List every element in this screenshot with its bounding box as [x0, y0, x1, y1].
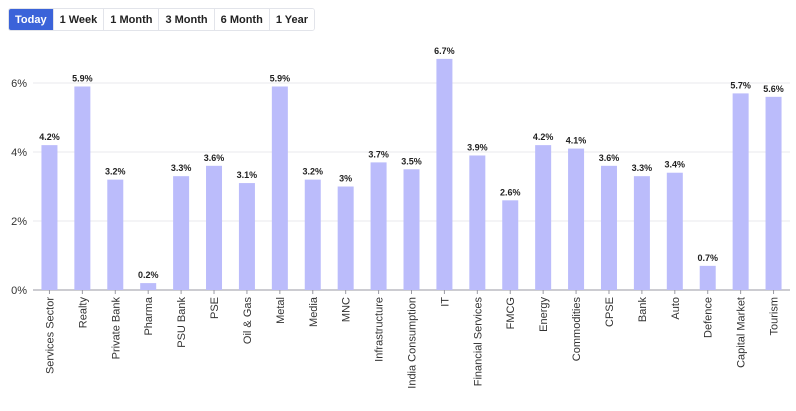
bar-value-label: 5.6%: [763, 84, 784, 94]
x-category-label: Commodities: [571, 297, 583, 362]
tab-1-month[interactable]: 1 Month: [104, 9, 160, 30]
bars: [41, 58, 782, 291]
x-category-label: Private Bank: [110, 297, 122, 360]
y-tick-label: 2%: [11, 216, 27, 228]
x-category-label: Capital Market: [736, 297, 748, 368]
bar[interactable]: [74, 86, 91, 290]
bar[interactable]: [666, 172, 683, 290]
x-category-label: Financial Services: [472, 297, 484, 387]
y-axis: 0% 2% 4% 6%: [11, 78, 27, 297]
bar-value-label: 3.6%: [204, 153, 225, 163]
bar[interactable]: [206, 165, 223, 290]
bar-value-label: 4.2%: [533, 132, 554, 142]
bar-value-label: 3.4%: [665, 160, 686, 170]
bar[interactable]: [403, 169, 420, 290]
bar-value-label: 3%: [339, 174, 352, 184]
x-category-label: MNC: [341, 297, 353, 322]
bar[interactable]: [238, 183, 255, 290]
bar-value-label: 5.9%: [72, 73, 93, 83]
x-category-label: Oil & Gas: [242, 297, 254, 345]
x-category-label: Metal: [275, 297, 287, 324]
value-labels: 4.2% 5.9% 3.2% 0.2% 3.3% 3.6% 3.1% 5.9% 3.2% 3% 3.…: [39, 46, 784, 280]
bar[interactable]: [107, 179, 124, 290]
bar-value-label: 5.7%: [730, 80, 751, 90]
bar-value-label: 3.1%: [237, 170, 258, 180]
bar[interactable]: [173, 176, 190, 290]
tab-6-month[interactable]: 6 Month: [214, 9, 270, 30]
tab-today[interactable]: Today: [9, 9, 54, 30]
bar[interactable]: [568, 148, 585, 290]
bar[interactable]: [633, 176, 650, 290]
bar[interactable]: [337, 186, 354, 290]
x-category-label: PSE: [209, 297, 221, 319]
bar[interactable]: [535, 145, 552, 290]
period-tabs: Today 1 Week 1 Month 3 Month 6 Month 1 Y…: [8, 8, 316, 31]
bar-value-label: 4.2%: [39, 132, 60, 142]
y-tick-label: 4%: [11, 147, 27, 159]
x-category-label: CPSE: [604, 297, 616, 327]
bar-value-label: 0.2%: [138, 270, 159, 280]
y-tick-label: 0%: [11, 285, 27, 297]
x-category-label: IT: [439, 297, 451, 307]
bar[interactable]: [304, 179, 321, 290]
bar-value-label: 4.1%: [566, 136, 587, 146]
bar-value-label: 3.9%: [467, 142, 488, 152]
bar[interactable]: [436, 58, 453, 290]
bar-value-label: 6.7%: [434, 46, 455, 56]
bar[interactable]: [140, 283, 157, 290]
bar[interactable]: [502, 200, 519, 290]
bar-value-label: 0.7%: [697, 253, 718, 263]
bar[interactable]: [732, 93, 749, 291]
bar-value-label: 3.6%: [599, 153, 620, 163]
bar[interactable]: [370, 162, 387, 290]
tab-3-month[interactable]: 3 Month: [159, 9, 215, 30]
bar[interactable]: [41, 145, 58, 290]
x-category-label: PSU Bank: [176, 297, 188, 348]
bar-value-label: 2.6%: [500, 187, 521, 197]
x-category-label: Services Sector: [44, 297, 56, 374]
x-category-label: Pharma: [143, 296, 155, 335]
bar-value-label: 3.2%: [105, 167, 126, 177]
x-category-label: Auto: [670, 297, 682, 320]
bar[interactable]: [271, 86, 288, 290]
bar[interactable]: [469, 155, 486, 290]
x-category-label: Infrastructure: [374, 297, 386, 362]
bar-value-label: 3.7%: [368, 149, 389, 159]
bar[interactable]: [600, 165, 617, 290]
bar-value-label: 3.2%: [303, 167, 324, 177]
bar-value-label: 5.9%: [270, 73, 291, 83]
x-category-label: Energy: [538, 297, 550, 332]
x-axis: Services Sector Realty Private Bank Pharma P…: [44, 290, 781, 389]
x-category-label: Bank: [637, 297, 649, 323]
bar-value-label: 3.5%: [401, 156, 422, 166]
y-tick-label: 6%: [11, 78, 27, 90]
bar[interactable]: [765, 96, 782, 290]
x-category-label: Media: [308, 296, 320, 327]
bar-value-label: 3.3%: [632, 163, 653, 173]
bar[interactable]: [699, 265, 716, 290]
x-category-label: Tourism: [769, 297, 781, 336]
x-category-label: India Consumption: [407, 297, 419, 389]
x-category-label: Defence: [703, 297, 715, 338]
x-category-label: FMCG: [505, 297, 517, 329]
bar-value-label: 3.3%: [171, 163, 192, 173]
x-category-label: Realty: [77, 297, 89, 329]
tab-1-week[interactable]: 1 Week: [53, 9, 105, 30]
tab-1-year[interactable]: 1 Year: [269, 9, 315, 30]
